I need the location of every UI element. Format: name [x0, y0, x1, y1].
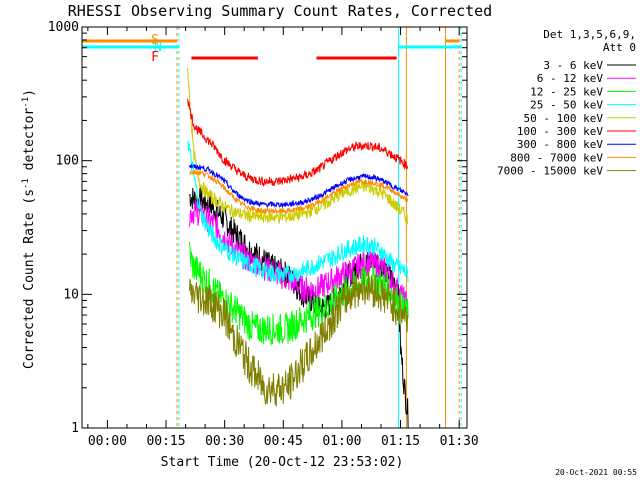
legend-label-1: 6 - 12 keV: [537, 72, 604, 85]
series-line-3: [187, 139, 409, 284]
y-axis-label-b: detector: [22, 108, 37, 179]
legend-label-4: 50 - 100 keV: [524, 112, 604, 125]
flag-label-f: F: [151, 50, 159, 65]
legend-label-5: 100 - 300 keV: [517, 125, 603, 138]
y-tick-label-3: 1000: [48, 20, 79, 35]
legend-label-8: 7000 - 15000 keV: [497, 165, 603, 178]
x-tick-label-5: 01:15: [381, 434, 420, 449]
legend-label-3: 25 - 50 keV: [530, 99, 603, 112]
chart-title: RHESSI Observing Summary Count Rates, Co…: [68, 2, 492, 20]
x-axis-label: Start Time (20-Oct-12 23:53:02): [161, 455, 404, 470]
y-axis-label-sup2: -1: [21, 97, 31, 108]
legend-label-0: 3 - 6 keV: [543, 59, 603, 72]
series-line-4: [187, 68, 409, 225]
x-tick-label-2: 00:30: [205, 434, 244, 449]
series-line-5: [187, 98, 409, 187]
timestamp: 20-Oct-2021 00:55: [555, 468, 637, 477]
series-line-7: [189, 169, 409, 215]
x-tick-label-0: 00:00: [88, 434, 127, 449]
x-tick-label-6: 01:30: [440, 434, 479, 449]
series-line-8: [189, 269, 409, 407]
x-tick-label-3: 00:45: [264, 434, 303, 449]
legend-label-2: 12 - 25 keV: [530, 85, 603, 98]
y-tick-label-1: 10: [63, 287, 79, 302]
y-axis-label-sup1: -1: [21, 178, 31, 189]
axes-layer: 1 10 100 1000 00:00 00:15 00:30 00:45 01:00 01:15…: [48, 20, 479, 449]
series-layer: [187, 68, 409, 429]
legend-label-6: 300 - 800 keV: [517, 138, 603, 151]
plot-frame: [81, 26, 468, 429]
x-tick-label-1: 00:15: [146, 434, 185, 449]
y-axis-label-a: Corrected Count Rate (s: [22, 189, 37, 369]
legend-header-2: Att 0: [603, 41, 636, 54]
x-tick-label-4: 01:00: [322, 434, 361, 449]
y-axis-label-c: ): [22, 89, 37, 97]
series-line-6: [189, 164, 409, 209]
legend-label-7: 800 - 7000 keV: [510, 151, 603, 164]
y-axis-label: Corrected Count Rate (s-1 detector-1): [21, 89, 37, 369]
legend-header-1: Det 1,3,5,6,9,: [543, 28, 636, 41]
y-tick-label-2: 100: [56, 154, 79, 169]
y-tick-label-0: 1: [71, 421, 79, 436]
